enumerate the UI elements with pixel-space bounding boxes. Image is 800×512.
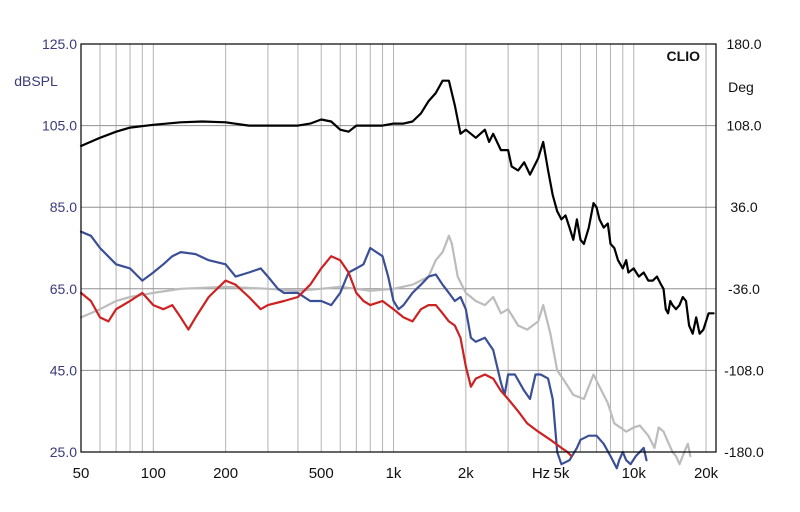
y-left-tick-label: 125.0	[42, 36, 77, 52]
left-axis-unit-label: dBSPL	[14, 73, 58, 89]
x-tick-label: 1k	[386, 465, 402, 482]
series-line-gray	[79, 234, 692, 466]
y-right-tick-label: -108.0	[724, 362, 764, 378]
chart-brand: CLIO	[667, 48, 701, 64]
x-tick-label: 200	[213, 465, 238, 482]
axes: 125.0 105.0 85.0 65.0 45.0 25.0 180.0 108.0 36.0…	[42, 36, 764, 482]
x-tick-label: 100	[141, 465, 166, 482]
series-line-blue	[79, 230, 648, 470]
y-left-tick-label: 25.0	[50, 444, 77, 460]
y-left-tick-label: 45.0	[50, 362, 77, 378]
plot-area	[79, 79, 715, 470]
series-line-red	[79, 255, 573, 458]
x-tick-label: 10k	[622, 465, 647, 482]
y-right-tick-label: -180.0	[724, 444, 764, 460]
series-line-black	[79, 79, 715, 335]
y-left-tick-label: 105.0	[42, 118, 77, 134]
y-right-tick-label: 180.0	[726, 36, 761, 52]
x-tick-label: 20k	[694, 465, 719, 482]
x-tick-label: 500	[309, 465, 334, 482]
x-tick-label: 2k	[458, 465, 474, 482]
y-right-tick-label: -36.0	[728, 281, 760, 297]
y-right-tick-label: 108.0	[726, 118, 761, 134]
x-tick-label: 5k	[554, 465, 570, 482]
grid-lines	[81, 44, 716, 452]
plot-frame	[80, 43, 717, 453]
right-axis-unit-label: Deg	[728, 79, 754, 95]
x-tick-label: 50	[73, 465, 90, 482]
y-right-tick-label: 36.0	[730, 199, 757, 215]
x-axis-unit-label: Hz	[532, 465, 550, 482]
y-left-tick-label: 65.0	[50, 281, 77, 297]
y-left-tick-label: 85.0	[50, 199, 77, 215]
